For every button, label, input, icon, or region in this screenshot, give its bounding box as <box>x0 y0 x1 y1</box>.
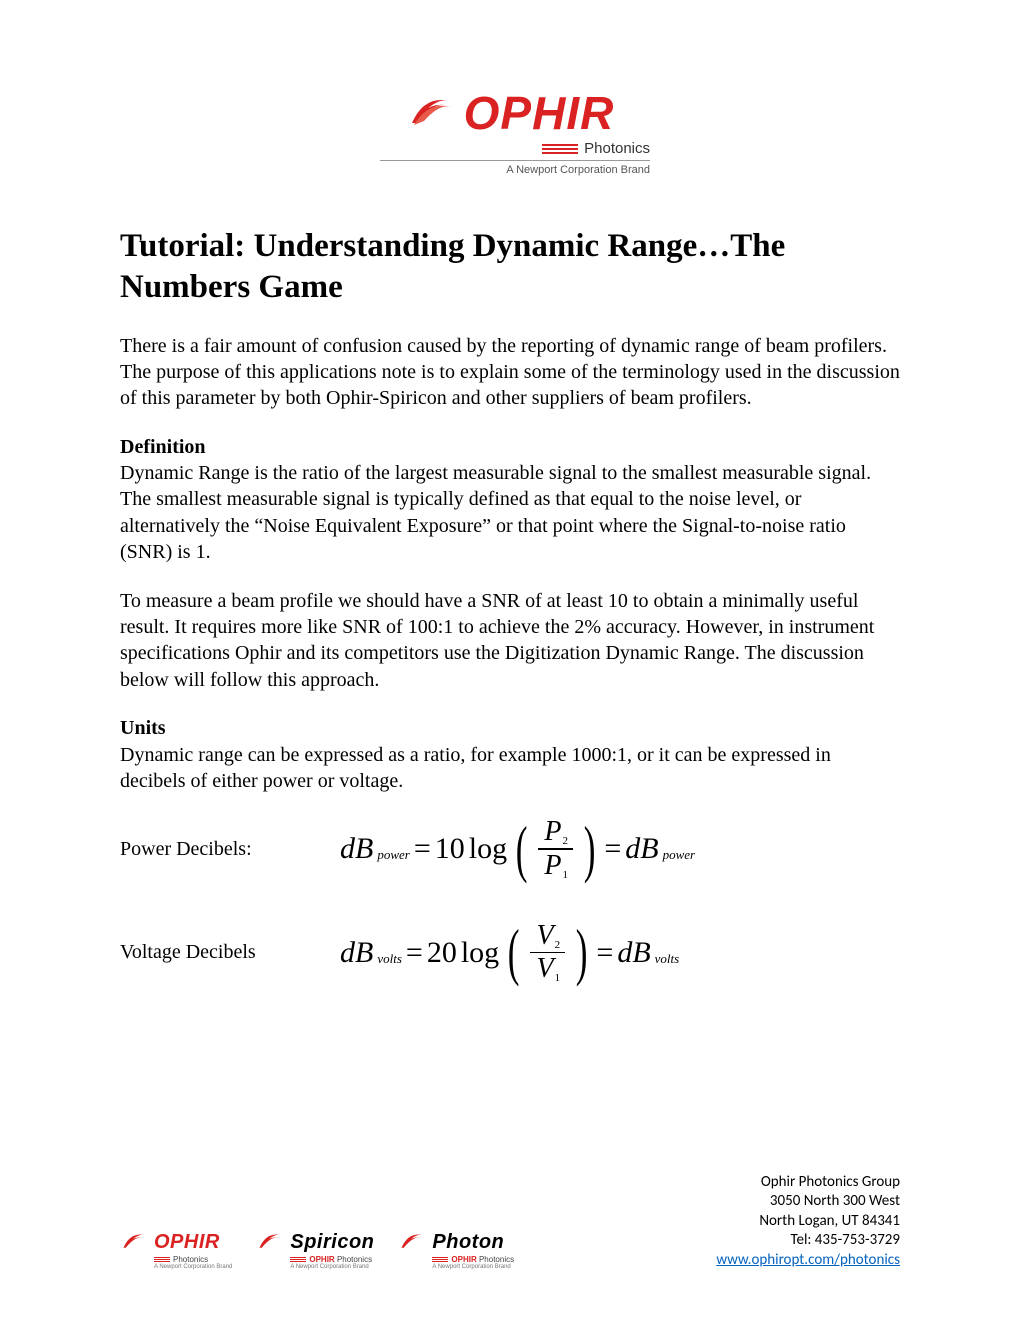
footer-tag: A Newport Corporation Brand <box>290 1264 374 1270</box>
paren-close-icon: ) <box>576 933 588 971</box>
frac-den-sym: P <box>544 850 561 881</box>
ophir-logo: OPHIR Photonics A Newport Corporation Br… <box>370 90 650 176</box>
swoosh-icon <box>398 1230 428 1254</box>
accent-lines-icon <box>290 1257 306 1262</box>
eq-lhs-sub: power <box>377 847 410 863</box>
brand-name: OPHIR <box>464 90 615 136</box>
footer-logo-photon: Photon OPHIR Photonics A Newport Corpora… <box>398 1230 514 1270</box>
accent-lines-icon <box>154 1257 170 1262</box>
eq-lhs-sub: volts <box>377 951 402 967</box>
frac-num-sub: 2 <box>555 939 561 951</box>
footer-logo-spiricon: Spiricon OPHIR Photonics A Newport Corpo… <box>256 1230 374 1270</box>
footer-sub-brand: OPHIR <box>451 1255 476 1264</box>
eq-lhs-symbol: dB <box>340 832 373 866</box>
accent-lines-icon <box>542 144 578 154</box>
equals-sign: = <box>406 936 423 970</box>
logo-subline: Photonics A Newport Corporation Brand <box>370 140 650 176</box>
voltage-equation-row: Voltage Decibels dBvolts = 20log ( V2 V1… <box>120 920 900 986</box>
swoosh-icon <box>406 93 458 133</box>
definition-p2: To measure a beam profile we should have… <box>120 588 900 694</box>
logo-top-row: OPHIR <box>406 90 615 136</box>
eq-rhs-symbol: dB <box>625 832 658 866</box>
contact-line3: North Logan, UT 84341 <box>716 1212 900 1232</box>
frac-num-sym: V <box>536 920 553 951</box>
fraction: P2 P1 <box>538 816 573 882</box>
footer-brand: Photon <box>432 1231 504 1254</box>
equals-sign: = <box>596 936 613 970</box>
footer-tag: A Newport Corporation Brand <box>432 1264 514 1270</box>
paren-open-icon: ( <box>508 933 520 971</box>
footer-sub: Photonics <box>335 1255 372 1264</box>
accent-lines-icon <box>432 1257 448 1262</box>
footer-sub: Photonics <box>477 1255 514 1264</box>
photonics-label: Photonics <box>584 140 650 157</box>
contact-line1: Ophir Photonics Group <box>716 1173 900 1193</box>
footer-logo-ophir: OPHIR Photonics A Newport Corporation Br… <box>120 1230 232 1270</box>
power-eq-label: Power Decibels: <box>120 838 340 861</box>
page-footer: OPHIR Photonics A Newport Corporation Br… <box>120 1173 900 1271</box>
footer-sub: Photonics <box>173 1255 208 1264</box>
document-page: OPHIR Photonics A Newport Corporation Br… <box>0 0 1020 1320</box>
eq-rhs-sub: power <box>663 847 696 863</box>
eq-rhs-symbol: dB <box>617 936 650 970</box>
page-title: Tutorial: Understanding Dynamic Range…Th… <box>120 226 900 309</box>
eq-func: log <box>461 936 499 970</box>
contact-url[interactable]: www.ophiropt.com/photonics <box>716 1251 900 1269</box>
equals-sign: = <box>604 832 621 866</box>
eq-lhs-symbol: dB <box>340 936 373 970</box>
footer-brand: OPHIR <box>154 1231 220 1254</box>
paren-close-icon: ) <box>584 830 596 868</box>
logo-divider <box>380 160 650 161</box>
contact-line4: Tel: 435-753-3729 <box>716 1231 900 1251</box>
eq-coef: 10 <box>435 832 465 866</box>
intro-paragraph: There is a fair amount of confusion caus… <box>120 333 900 412</box>
paren-open-icon: ( <box>516 830 528 868</box>
frac-den-sub: 1 <box>555 972 561 984</box>
newport-tagline: A Newport Corporation Brand <box>506 164 650 176</box>
contact-block: Ophir Photonics Group 3050 North 300 Wes… <box>716 1173 900 1271</box>
frac-den-sub: 1 <box>563 869 569 881</box>
footer-sub-brand: OPHIR <box>309 1255 334 1264</box>
eq-rhs-sub: volts <box>655 951 680 967</box>
voltage-eq-label: Voltage Decibels <box>120 941 340 964</box>
definition-p1: Dynamic Range is the ratio of the larges… <box>120 460 900 566</box>
swoosh-icon <box>256 1230 286 1254</box>
frac-num-sub: 2 <box>563 835 569 847</box>
footer-brand: Spiricon <box>290 1231 374 1254</box>
frac-num-sym: P <box>544 816 561 847</box>
equals-sign: = <box>414 832 431 866</box>
footer-logos: OPHIR Photonics A Newport Corporation Br… <box>120 1230 514 1270</box>
power-equation: dBpower = 10log ( P2 P1 ) = dBpower <box>340 816 695 882</box>
footer-tag: A Newport Corporation Brand <box>154 1264 232 1270</box>
eq-func: log <box>469 832 507 866</box>
swoosh-icon <box>120 1230 150 1254</box>
fraction: V2 V1 <box>530 920 565 986</box>
definition-heading: Definition <box>120 434 900 460</box>
voltage-equation: dBvolts = 20log ( V2 V1 ) = dBvolts <box>340 920 679 986</box>
eq-coef: 20 <box>427 936 457 970</box>
power-equation-row: Power Decibels: dBpower = 10log ( P2 P1 … <box>120 816 900 882</box>
frac-den-sym: V <box>536 953 553 984</box>
units-heading: Units <box>120 715 900 741</box>
contact-line2: 3050 North 300 West <box>716 1192 900 1212</box>
units-p1: Dynamic range can be expressed as a rati… <box>120 742 900 795</box>
header-logo-region: OPHIR Photonics A Newport Corporation Br… <box>120 90 900 176</box>
